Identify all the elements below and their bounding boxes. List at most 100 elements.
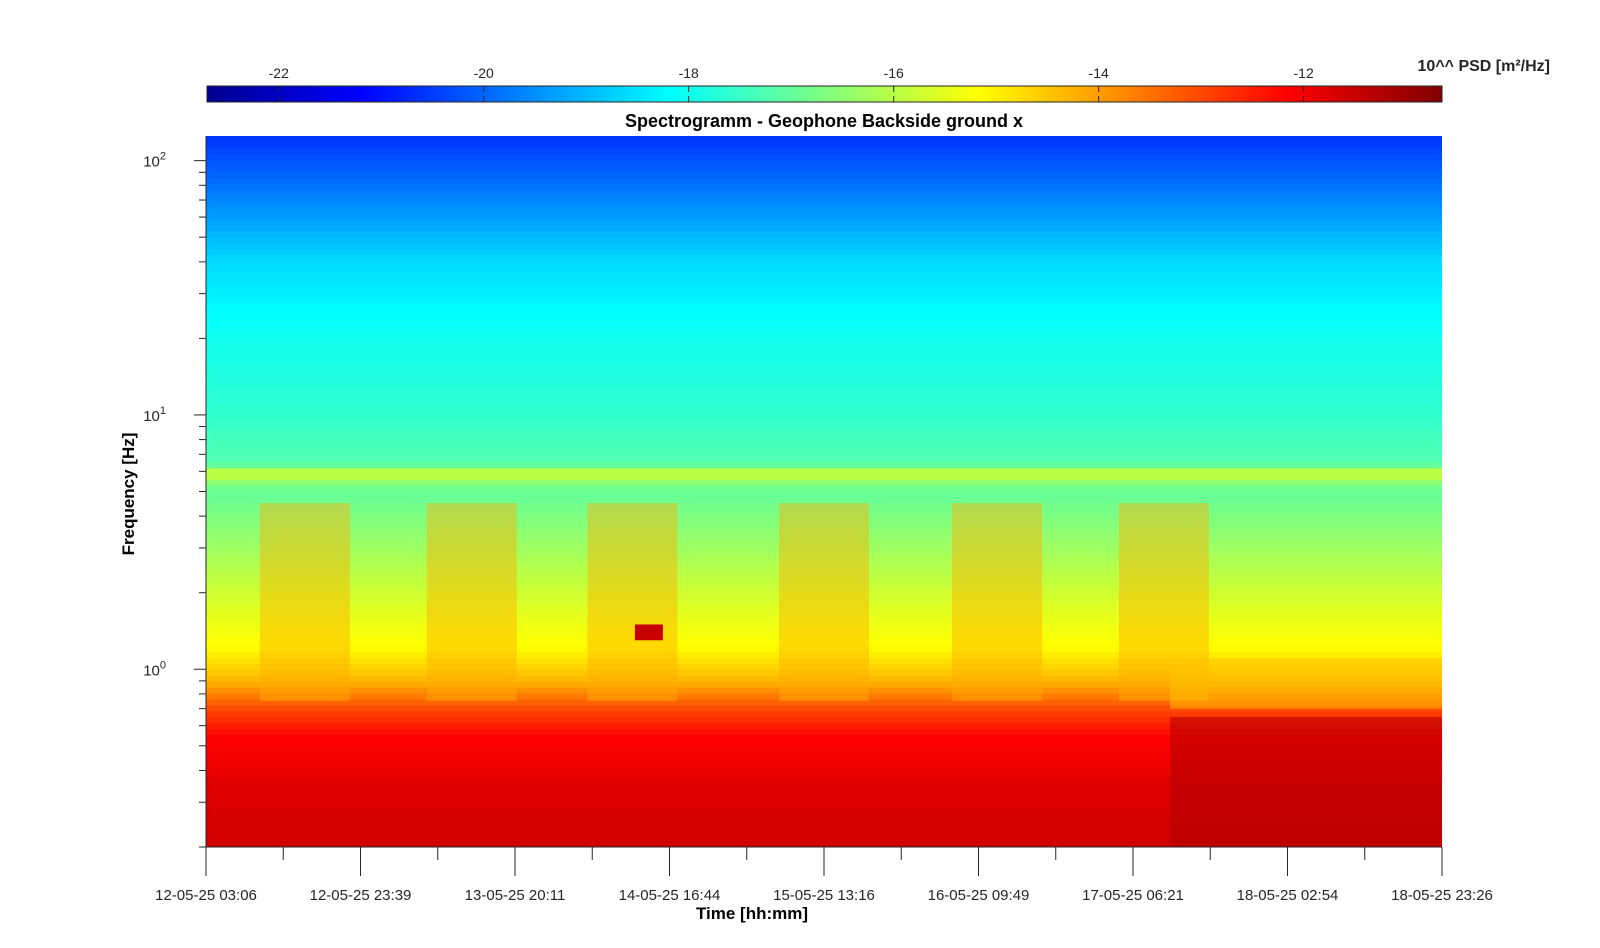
colorbar-tick-label: -14: [1089, 65, 1109, 81]
heatmap-row: [206, 663, 1442, 670]
heatmap-row: [206, 284, 1442, 291]
colorbar-label: 10^^ PSD [m²/Hz]: [1418, 58, 1550, 75]
heatmap-row: [206, 805, 1442, 813]
heatmap-row: [206, 580, 1442, 587]
heatmap-row: [206, 461, 1442, 469]
heatmap-row: [206, 829, 1442, 836]
colorbar-gradient: [206, 85, 1443, 103]
heatmap-row: [206, 313, 1442, 321]
spectrogram-heatmap: [206, 136, 1442, 847]
heatmap-row: [206, 746, 1442, 753]
heatmap-row: [206, 562, 1442, 570]
heatmap-row: [206, 361, 1442, 368]
heatmap-row: [206, 586, 1442, 593]
heatmap-row: [206, 236, 1442, 244]
heatmap-row: [206, 337, 1442, 344]
heatmap-row: [206, 218, 1442, 226]
chart-title: Spectrogramm - Geophone Backside ground …: [625, 111, 1023, 131]
heatmap-row: [206, 438, 1442, 445]
daytime-burst: [587, 503, 678, 702]
heatmap-row: [206, 349, 1442, 356]
heatmap-row: [206, 556, 1442, 564]
heatmap-features: [259, 503, 1442, 847]
heatmap-row: [206, 207, 1442, 214]
heatmap-row: [206, 698, 1442, 706]
x-tick-label: 16-05-25 09:49: [928, 887, 1030, 904]
heatmap-row: [206, 811, 1442, 818]
heatmap-row: [206, 604, 1442, 611]
heatmap-row: [206, 764, 1442, 771]
daytime-burst: [779, 503, 869, 702]
daytime-burst: [426, 503, 517, 702]
heatmap-row: [206, 550, 1442, 558]
heatmap-row: [206, 171, 1442, 179]
heatmap-row: [206, 544, 1442, 552]
daytime-burst: [952, 503, 1043, 702]
heatmap-row: [206, 373, 1442, 380]
heatmap-row: [206, 615, 1442, 623]
heatmap-row: [206, 444, 1442, 451]
heatmap-row: [206, 319, 1442, 327]
heatmap-row: [206, 432, 1442, 439]
heatmap-row: [206, 153, 1442, 161]
heatmap-row: [206, 491, 1442, 499]
heatmap-row: [206, 775, 1442, 783]
heatmap-row: [206, 408, 1442, 416]
colorbar: -22 -20 -18 -16 -14 -12 10^^ PSD [m²/Hz]: [206, 58, 1550, 103]
heatmap-row: [206, 414, 1442, 421]
heatmap-row: [206, 633, 1442, 641]
x-ticks: 12-05-25 03:06 12-05-25 23:39 13-05-25 20:…: [155, 847, 1493, 904]
x-tick-label: 14-05-25 16:44: [619, 887, 721, 904]
heatmap-row: [206, 201, 1442, 208]
heatmap-row: [206, 343, 1442, 350]
heatmap-row: [206, 141, 1442, 149]
heatmap-row: [206, 823, 1442, 830]
heatmap-row: [206, 509, 1442, 516]
heatmap-row: [206, 841, 1442, 847]
heatmap-row: [206, 195, 1442, 202]
colorbar-ticks: -22 -20 -18 -16 -14 -12: [269, 65, 1314, 102]
heatmap-row: [206, 189, 1442, 196]
x-axis: 12-05-25 03:06 12-05-25 23:39 13-05-25 20:…: [155, 846, 1493, 923]
heatmap-row: [206, 301, 1442, 309]
heatmap-row: [206, 769, 1442, 777]
heatmap-row: [206, 669, 1442, 676]
heatmap-row: [206, 331, 1442, 339]
heatmap-row: [206, 657, 1442, 664]
heatmap-row: [206, 224, 1442, 232]
y-tick-label: 100: [143, 659, 166, 679]
x-tick-label: 15-05-25 13:16: [773, 887, 875, 904]
x-axis-label: Time [hh:mm]: [696, 904, 808, 923]
x-tick-label: 13-05-25 20:11: [465, 887, 566, 904]
heatmap-row: [206, 248, 1442, 256]
heatmap-row: [206, 260, 1442, 267]
heatmap-row: [206, 177, 1442, 184]
x-tick-label: 12-05-25 03:06: [155, 887, 257, 904]
heatmap-row: [206, 627, 1442, 635]
colorbar-tick-label: -16: [884, 65, 904, 81]
low-frequency-band-shoulder: [1170, 658, 1442, 709]
heatmap-row: [206, 402, 1442, 410]
heatmap-row: [206, 645, 1442, 653]
heatmap-row: [206, 793, 1442, 801]
heatmap-row: [206, 610, 1442, 617]
heatmap-row: [206, 621, 1442, 629]
heatmap-row: [206, 835, 1442, 842]
heatmap-row: [206, 592, 1442, 599]
heatmap-row: [206, 728, 1442, 736]
heatmap-row: [206, 290, 1442, 297]
daytime-burst: [259, 503, 350, 702]
heatmap-row: [206, 758, 1442, 765]
heatmap-row: [206, 799, 1442, 807]
y-axis: 100 101 102 Frequency [Hz]: [119, 136, 207, 848]
heatmap-row: [206, 503, 1442, 510]
heatmap-row: [206, 325, 1442, 333]
x-tick-label: 12-05-25 23:39: [310, 887, 412, 904]
heatmap-row: [206, 734, 1442, 741]
heatmap-row: [206, 367, 1442, 374]
heatmap-row: [206, 230, 1442, 238]
heatmap-row: [206, 213, 1442, 220]
heatmap-row: [206, 307, 1442, 315]
event-block: [634, 624, 663, 641]
x-tick-label: 18-05-25 23:26: [1391, 887, 1493, 904]
